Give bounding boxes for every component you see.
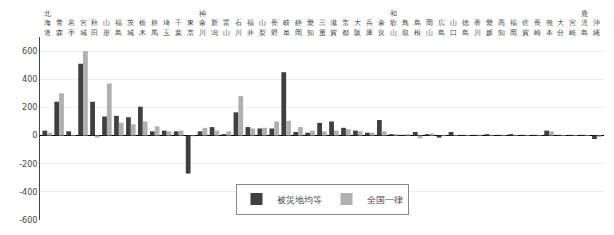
svg-text:沖縄: 沖縄 xyxy=(592,19,600,36)
svg-text:福島: 福島 xyxy=(115,19,122,36)
svg-text:熊本: 熊本 xyxy=(546,19,553,36)
svg-text:愛知: 愛知 xyxy=(307,19,314,36)
svg-text:香川: 香川 xyxy=(474,19,481,36)
svg-text:鳥取: 鳥取 xyxy=(401,19,409,36)
svg-text:福井: 福井 xyxy=(247,19,254,36)
svg-text:広島: 広島 xyxy=(438,19,445,36)
svg-text:全国一律: 全国一律 xyxy=(367,195,403,205)
svg-text:佐賀: 佐賀 xyxy=(522,19,529,36)
svg-text:-600: -600 xyxy=(19,216,37,225)
svg-text:被災地均等: 被災地均等 xyxy=(277,195,322,205)
svg-text:石川: 石川 xyxy=(235,19,242,36)
svg-text:埼玉: 埼玉 xyxy=(162,19,170,36)
svg-text:富山: 富山 xyxy=(223,19,230,36)
svg-text:秋田: 秋田 xyxy=(91,19,98,36)
svg-text:奈良: 奈良 xyxy=(378,19,385,36)
svg-text:福岡: 福岡 xyxy=(510,19,517,36)
svg-text:長野: 長野 xyxy=(271,19,278,36)
svg-text:和歌山: 和歌山 xyxy=(390,10,397,36)
svg-text:高知: 高知 xyxy=(498,19,505,36)
svg-text:山梨: 山梨 xyxy=(259,19,266,36)
svg-text:神奈川: 神奈川 xyxy=(199,10,206,36)
svg-text:長崎: 長崎 xyxy=(534,19,541,36)
svg-text:群馬: 群馬 xyxy=(150,19,158,36)
svg-text:岐阜: 岐阜 xyxy=(283,19,290,36)
svg-text:栃木: 栃木 xyxy=(139,19,146,36)
svg-text:東京: 東京 xyxy=(187,19,194,36)
svg-text:山形: 山形 xyxy=(103,19,110,36)
svg-text:山口: 山口 xyxy=(450,19,457,36)
svg-text:新潟: 新潟 xyxy=(211,19,218,36)
svg-text:大阪: 大阪 xyxy=(354,19,361,36)
svg-text:愛媛: 愛媛 xyxy=(486,19,493,36)
svg-text:青森: 青森 xyxy=(56,19,63,36)
svg-text:京都: 京都 xyxy=(342,19,349,36)
svg-text:北海道: 北海道 xyxy=(44,10,51,36)
svg-text:千葉: 千葉 xyxy=(175,19,182,36)
svg-text:兵庫: 兵庫 xyxy=(366,19,373,36)
svg-text:滋賀: 滋賀 xyxy=(330,19,337,36)
svg-text:三重: 三重 xyxy=(319,19,326,36)
svg-text:-400: -400 xyxy=(19,188,37,197)
svg-text:茨城: 茨城 xyxy=(126,19,134,36)
svg-text:島根: 島根 xyxy=(414,19,421,36)
svg-text:徳島: 徳島 xyxy=(462,19,469,36)
svg-text:岩手: 岩手 xyxy=(68,19,75,36)
svg-text:鹿児島: 鹿児島 xyxy=(581,10,588,36)
svg-text:宮城: 宮城 xyxy=(79,19,87,36)
svg-text:600: 600 xyxy=(22,47,37,56)
svg-text:宮崎: 宮崎 xyxy=(569,19,576,36)
svg-text:0: 0 xyxy=(32,131,37,140)
svg-text:400: 400 xyxy=(22,75,37,84)
svg-text:200: 200 xyxy=(22,103,37,112)
svg-text:-200: -200 xyxy=(19,159,37,168)
svg-text:岡山: 岡山 xyxy=(426,19,433,36)
svg-text:大分: 大分 xyxy=(557,19,564,36)
svg-text:静岡: 静岡 xyxy=(295,19,302,36)
